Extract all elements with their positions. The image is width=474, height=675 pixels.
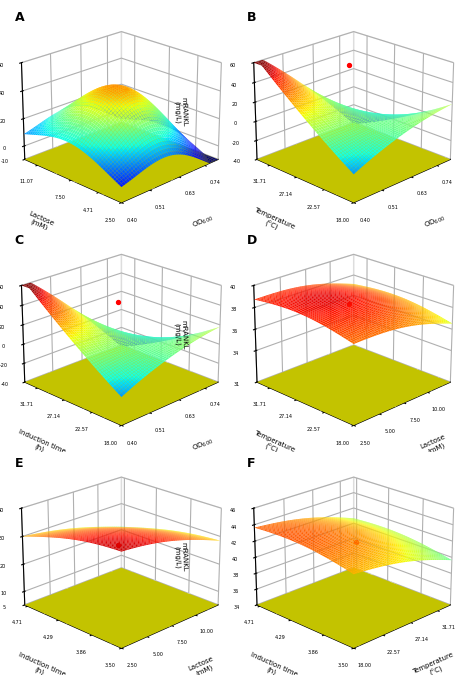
X-axis label: Lactose
(mM): Lactose (mM) <box>420 433 450 456</box>
Text: A: A <box>15 11 25 24</box>
Y-axis label: Temperature
(°C): Temperature (°C) <box>249 207 296 238</box>
Y-axis label: Temperature
(°C): Temperature (°C) <box>249 429 296 460</box>
Text: F: F <box>247 456 255 470</box>
X-axis label: OD$_{600}$: OD$_{600}$ <box>423 213 447 231</box>
Text: B: B <box>247 11 256 24</box>
Text: D: D <box>247 234 257 247</box>
Text: E: E <box>15 456 23 470</box>
X-axis label: Temperature
(°C): Temperature (°C) <box>412 652 458 675</box>
X-axis label: Lactose
(mM): Lactose (mM) <box>188 656 218 675</box>
X-axis label: OD$_{600}$: OD$_{600}$ <box>191 435 215 454</box>
X-axis label: OD$_{600}$: OD$_{600}$ <box>191 213 215 231</box>
Y-axis label: Induction time
(h): Induction time (h) <box>14 428 66 461</box>
Y-axis label: Induction time
(h): Induction time (h) <box>14 651 66 675</box>
Text: C: C <box>15 234 24 247</box>
Y-axis label: Lactose
(mM): Lactose (mM) <box>25 211 55 234</box>
Y-axis label: Induction time
(h): Induction time (h) <box>246 651 299 675</box>
